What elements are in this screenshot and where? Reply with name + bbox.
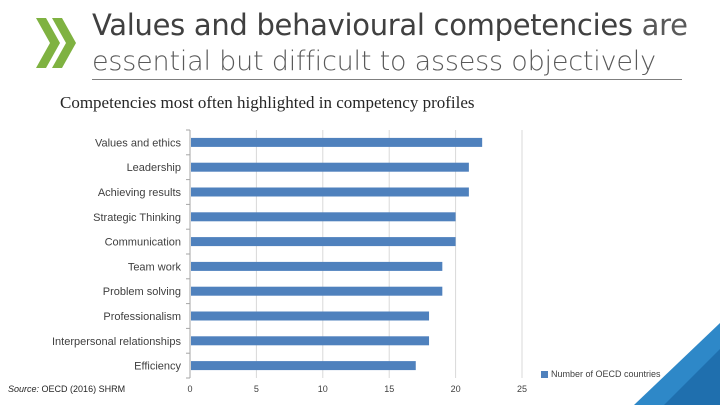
x-tick-label: 0 (187, 384, 192, 394)
bar (191, 311, 430, 321)
y-tick-label: Values and ethics (95, 137, 182, 149)
y-tick-label: Interpersonal relationships (52, 336, 182, 348)
source-text: OECD (2016) SHRM (41, 384, 126, 394)
bar (191, 137, 483, 147)
y-tick-label: Team work (128, 261, 182, 273)
y-tick-label: Professionalism (103, 311, 181, 323)
corner-decoration (634, 323, 720, 405)
bar (191, 187, 469, 197)
bar (191, 361, 416, 371)
bar (191, 237, 456, 247)
y-tick-label: Problem solving (103, 286, 181, 298)
chart-title: Competencies most often highlighted in c… (60, 93, 475, 112)
page-title-bold: Values and behavioural competencies (92, 8, 633, 42)
source-label: Source: (8, 384, 40, 394)
x-tick-label: 25 (517, 384, 527, 394)
bar (191, 336, 430, 346)
page-title: Values and behavioural competencies are (92, 8, 688, 42)
x-tick-label: 20 (451, 384, 461, 394)
y-tick-label: Communication (105, 237, 181, 249)
y-tick-label: Leadership (127, 162, 181, 174)
source-note: Source: OECD (2016) SHRM (8, 384, 125, 394)
bar (191, 212, 456, 222)
y-tick-label: Achieving results (98, 187, 182, 199)
chart-legend: Number of OECD countries (541, 369, 661, 379)
y-tick-label: Efficiency (134, 361, 181, 373)
page-subtitle: essential but difficult to assess object… (92, 46, 656, 77)
y-tick-label: Strategic Thinking (93, 212, 181, 224)
bar (191, 261, 443, 271)
page-title-rest: are (641, 8, 688, 42)
title-divider (92, 79, 682, 80)
bar (191, 286, 443, 296)
bar (191, 162, 469, 172)
legend-label: Number of OECD countries (551, 369, 661, 379)
legend-swatch (541, 370, 548, 378)
double-chevron-icon (36, 18, 76, 68)
x-tick-label: 5 (254, 384, 259, 394)
x-tick-label: 15 (384, 384, 394, 394)
x-tick-label: 10 (318, 384, 328, 394)
